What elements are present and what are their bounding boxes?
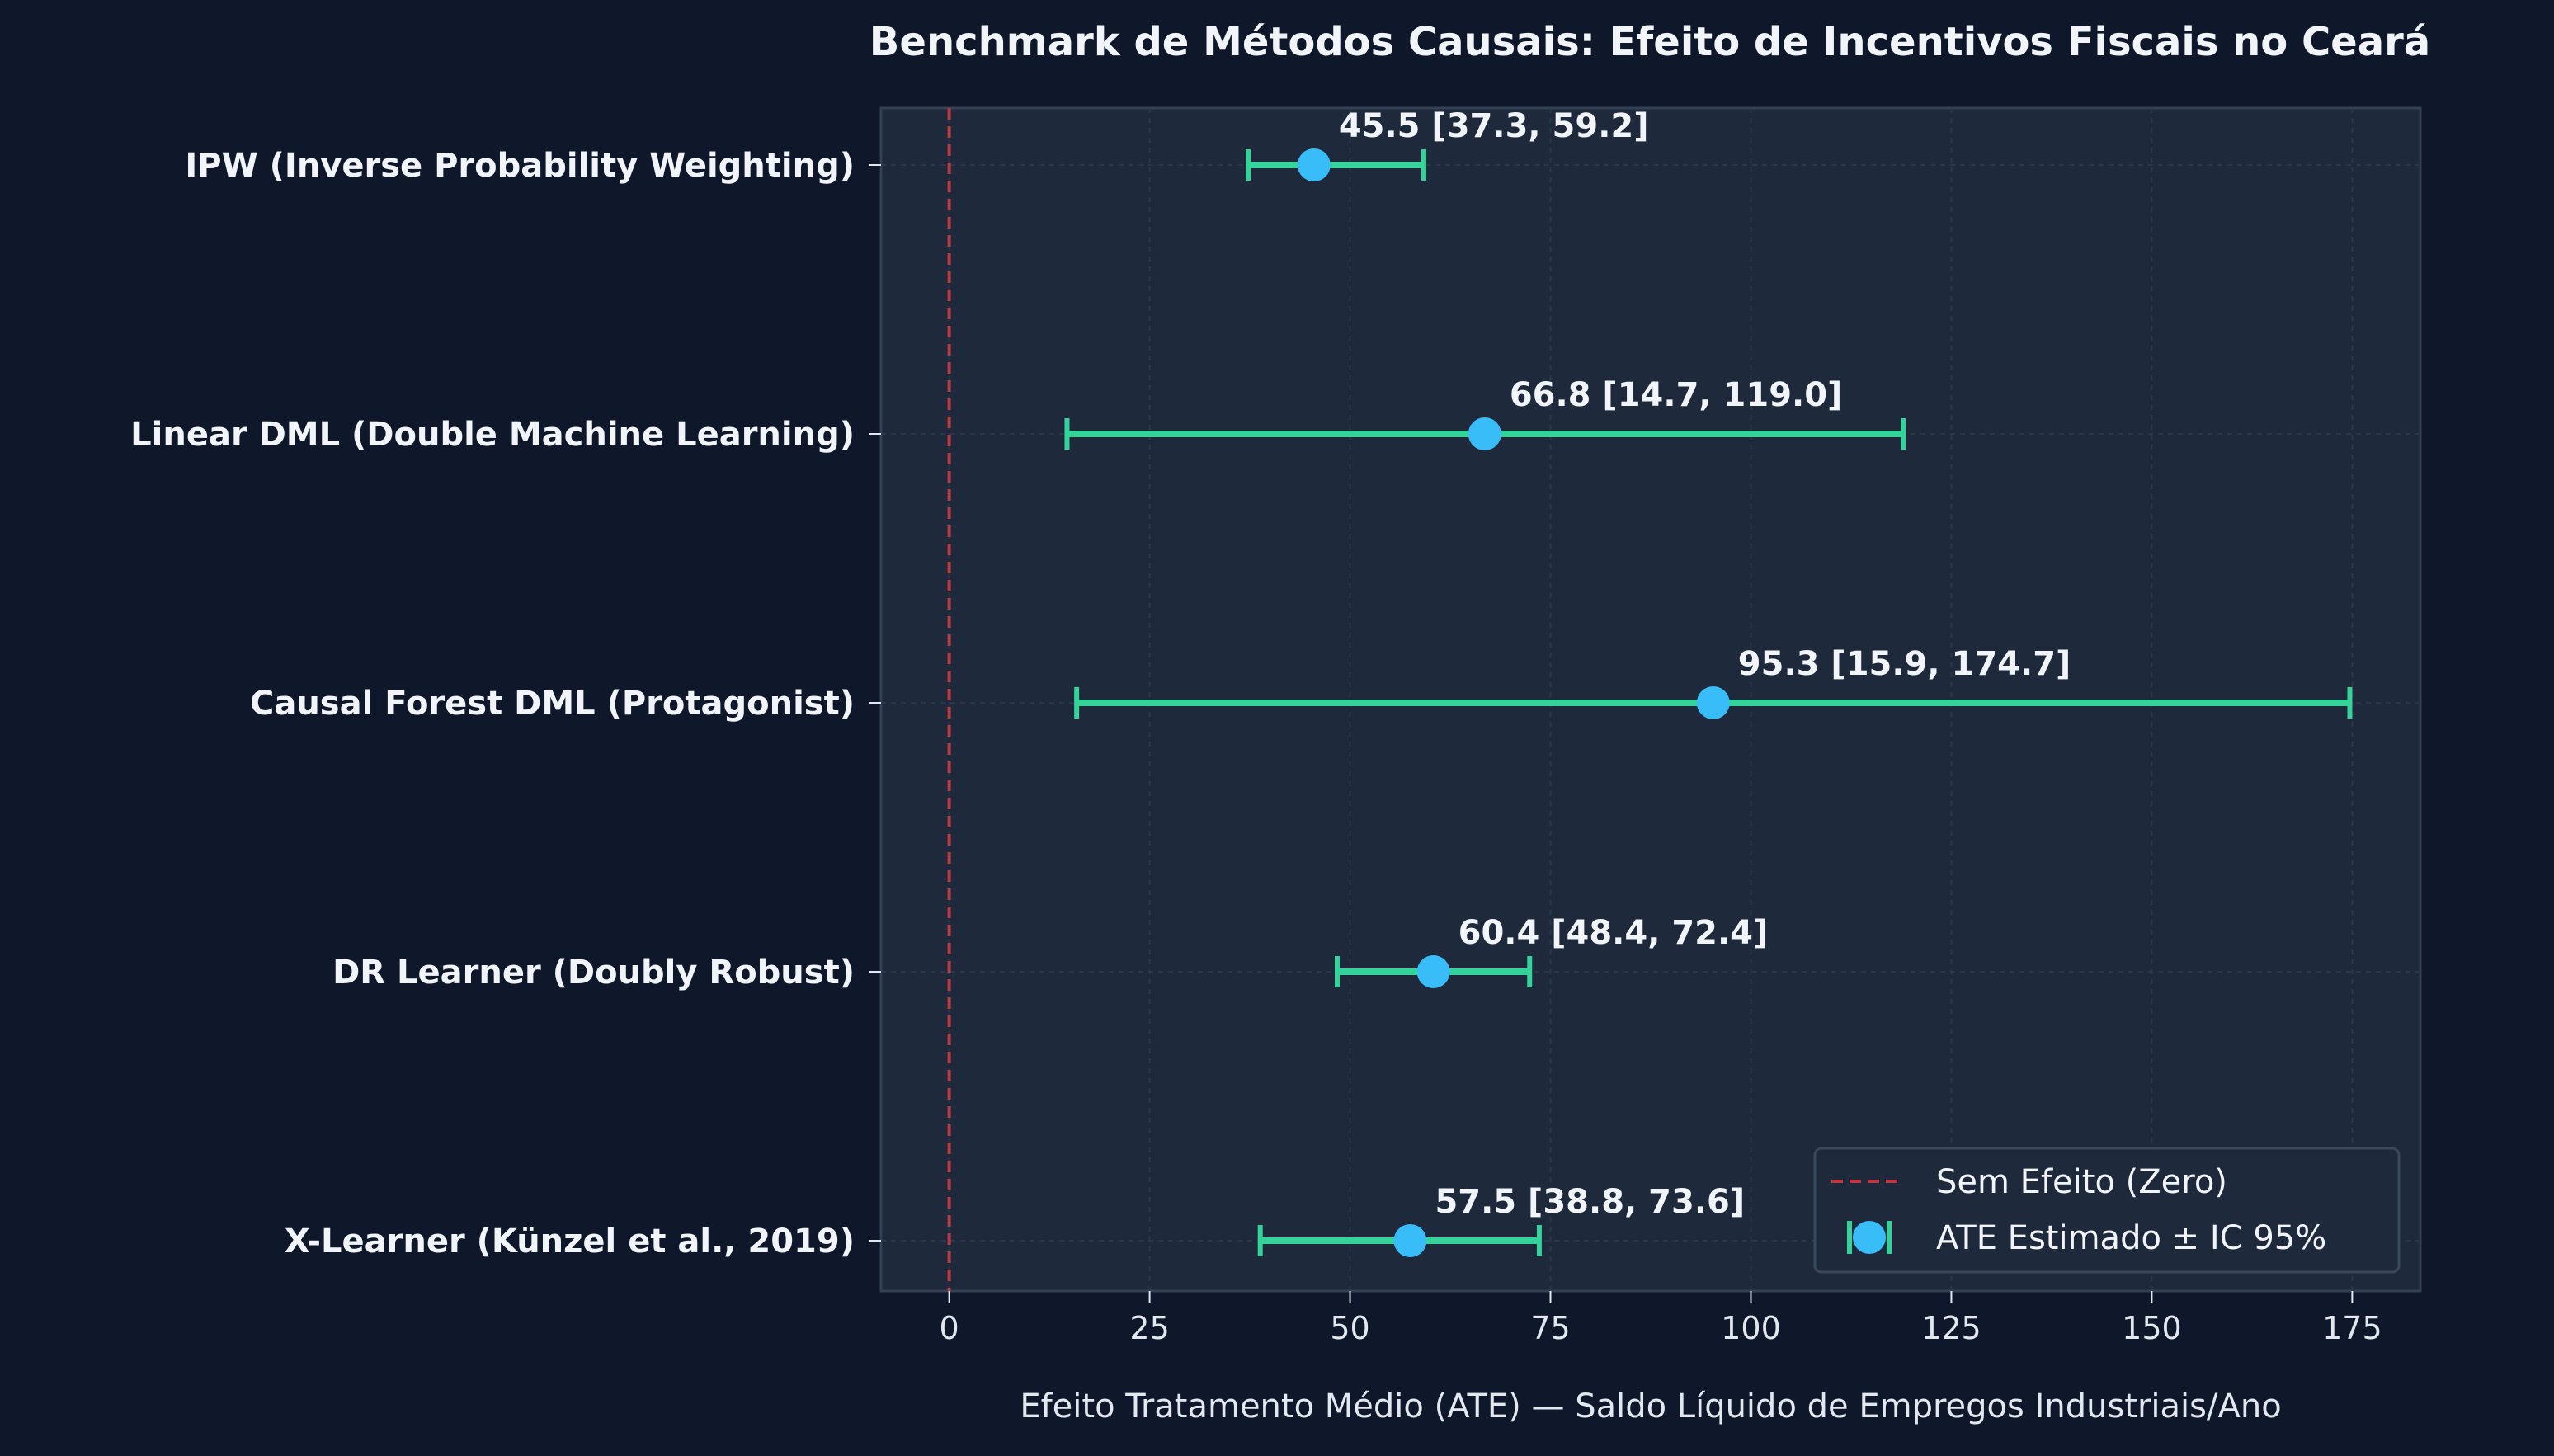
- ate-point: [1297, 148, 1331, 181]
- legend-label-series: ATE Estimado ± IC 95%: [1936, 1219, 2326, 1257]
- legend-box: [1813, 1147, 2401, 1274]
- x-axis-label: Efeito Tratamento Médio (ATE) — Saldo Lí…: [1020, 1388, 2281, 1425]
- data-label: 60.4 [48.4, 72.4]: [1458, 914, 1769, 952]
- y-tick-label: IPW (Inverse Probability Weighting): [185, 147, 855, 185]
- ate-point: [1416, 955, 1450, 988]
- ate-point: [1468, 417, 1501, 450]
- data-label: 45.5 [37.3, 59.2]: [1339, 107, 1649, 145]
- data-label: 57.5 [38.8, 73.6]: [1435, 1183, 1745, 1221]
- x-tick-label: 0: [940, 1310, 959, 1346]
- x-tick-label: 150: [2122, 1310, 2182, 1346]
- data-label: 66.8 [14.7, 119.0]: [1510, 376, 1843, 414]
- x-tick-label: 75: [1530, 1310, 1570, 1346]
- y-tick-label: Linear DML (Double Machine Learning): [130, 416, 855, 454]
- y-tick-label: DR Learner (Doubly Robust): [332, 954, 855, 992]
- chart-title: Benchmark de Métodos Causais: Efeito de …: [869, 19, 2430, 65]
- data-label: 95.3 [15.9, 174.7]: [1738, 645, 2071, 683]
- x-tick-label: 100: [1721, 1310, 1781, 1346]
- y-tick-label: X-Learner (Künzel et al., 2019): [285, 1223, 855, 1260]
- x-tick-label: 125: [1921, 1310, 1981, 1346]
- legend-swatch-marker: [1853, 1221, 1886, 1254]
- x-tick-label: 50: [1330, 1310, 1369, 1346]
- ate-point: [1696, 686, 1730, 719]
- legend-label-reference: Sem Efeito (Zero): [1936, 1163, 2227, 1201]
- x-tick-label: 25: [1129, 1310, 1169, 1346]
- y-tick-label: Causal Forest DML (Protagonist): [250, 685, 855, 723]
- ate-point: [1393, 1224, 1427, 1257]
- x-tick-label: 175: [2322, 1310, 2382, 1346]
